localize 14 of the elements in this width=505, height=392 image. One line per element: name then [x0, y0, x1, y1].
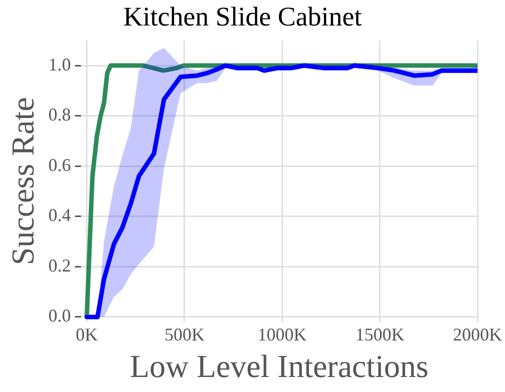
x-tick-label: 1000K [258, 324, 307, 345]
y-tick-label: 0.8 [48, 104, 71, 125]
y-tick-label: 0.6 [48, 154, 71, 175]
x-tick-label: 2000K [453, 324, 502, 345]
y-tick-label: 0.0 [48, 306, 71, 326]
y-tick-label: 0.2 [48, 255, 71, 276]
chart-title: Kitchen Slide Cabinet [123, 1, 362, 32]
x-tick-label: 1500K [355, 324, 404, 345]
y-tick-label: 1.0 [48, 54, 71, 74]
x-tick-label: 0K [76, 324, 98, 345]
x-tick-label: 500K [164, 324, 204, 345]
y-axis-title: Success Rate [4, 97, 41, 266]
y-tick-label: 0.4 [48, 205, 71, 226]
x-axis-title: Low Level Interactions [130, 348, 428, 384]
